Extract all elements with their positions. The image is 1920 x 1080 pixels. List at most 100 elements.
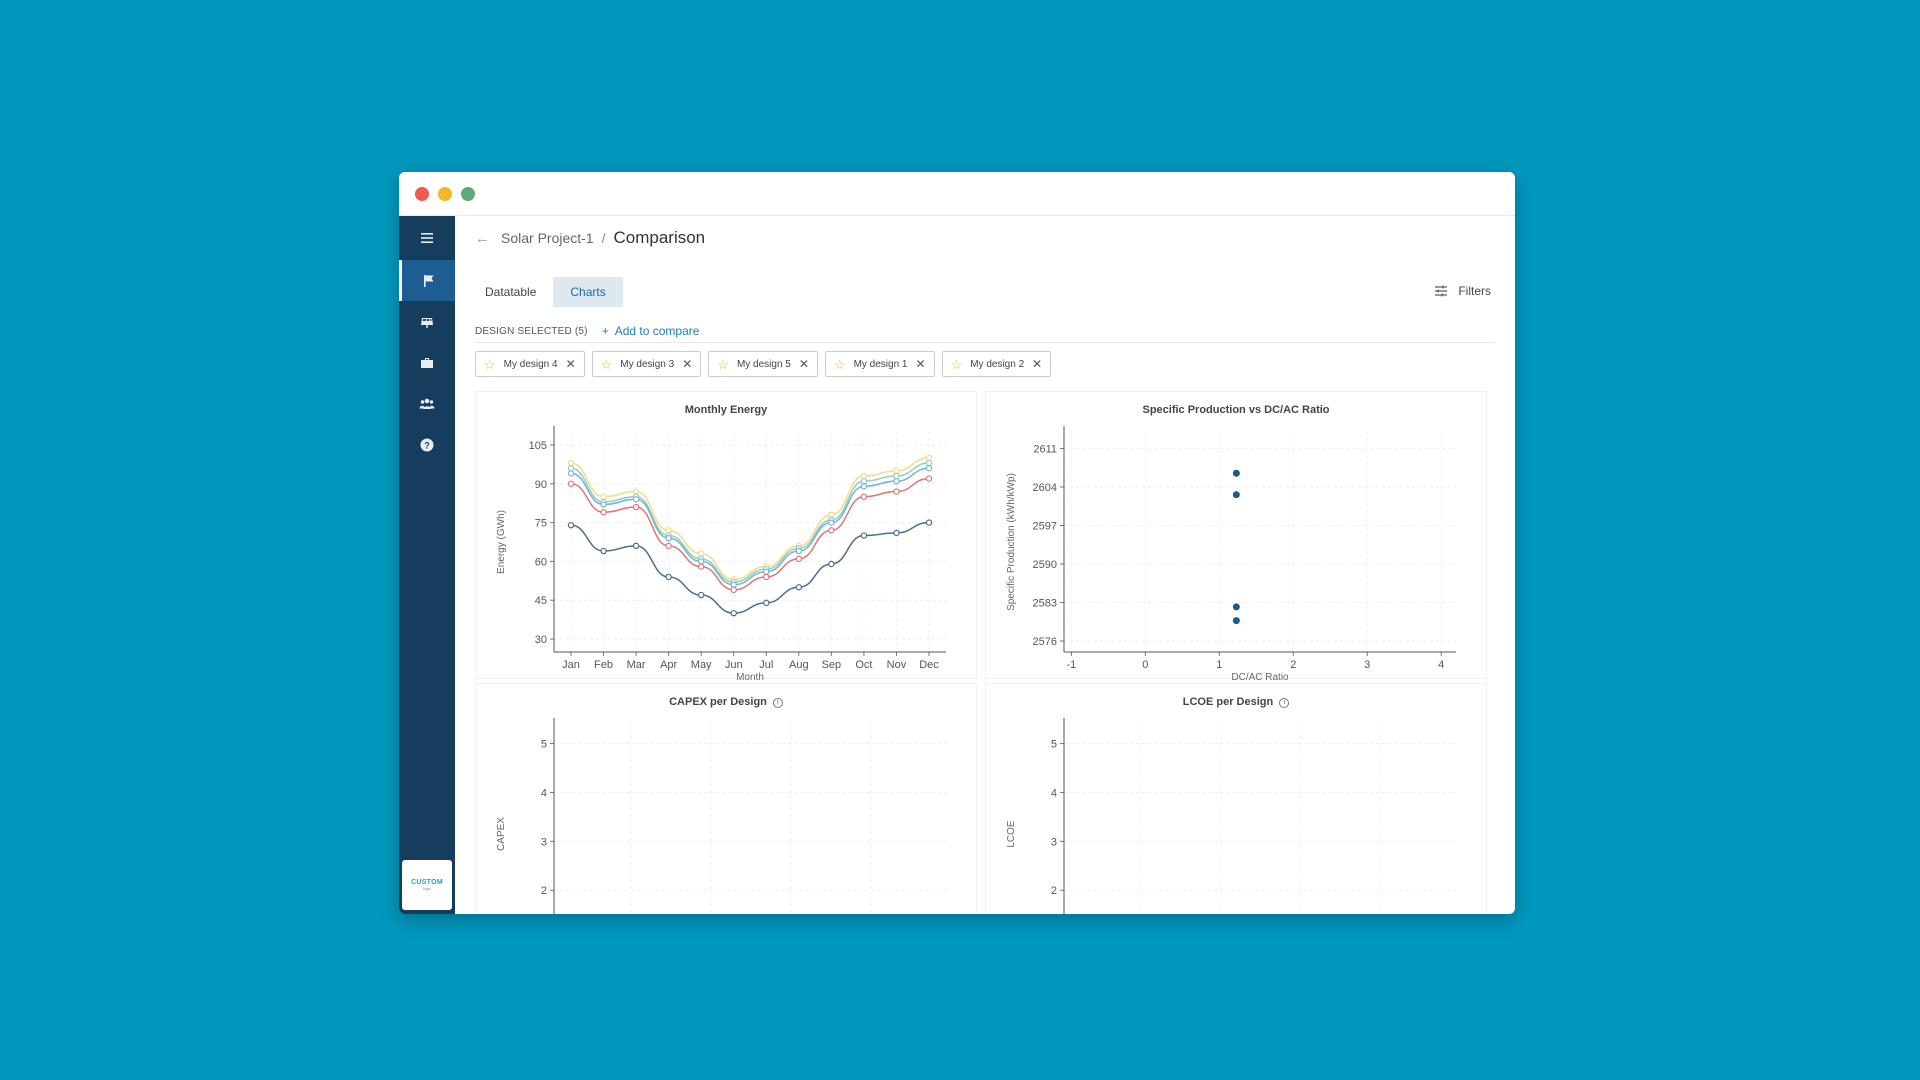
sidebar-item-help[interactable]: ?	[399, 424, 455, 465]
data-point	[925, 459, 933, 467]
breadcrumb-parent-link[interactable]: Solar Project-1	[501, 230, 594, 246]
x-tick-label: Apr	[660, 659, 677, 671]
tab-datatable[interactable]: Datatable	[468, 277, 554, 307]
scatter-point	[1232, 469, 1240, 477]
x-tick-label: Dec	[919, 659, 939, 671]
x-tick-label: 0	[1142, 659, 1148, 671]
design-chip[interactable]: ☆ My design 1 ✕	[824, 351, 935, 377]
chart-title: CAPEX per Design i	[476, 696, 976, 708]
scatter-point	[1232, 603, 1240, 611]
x-tick-label: 2	[1290, 659, 1296, 671]
design-chip-label: My design 2	[970, 358, 1025, 370]
data-point	[763, 573, 770, 581]
star-icon[interactable]: ☆	[600, 356, 613, 372]
data-point	[697, 591, 705, 599]
sidebar-item-portfolio[interactable]	[399, 342, 455, 383]
maximize-window-button[interactable]	[461, 187, 475, 201]
data-point	[567, 521, 575, 529]
x-tick-label: 1	[1216, 659, 1222, 671]
x-tick-label: Jul	[759, 659, 773, 671]
data-point	[893, 467, 900, 475]
data-point	[665, 534, 672, 542]
data-point	[828, 560, 835, 568]
chart-title: Monthly Energy	[684, 404, 768, 416]
design-chip[interactable]: ☆ My design 4 ✕	[475, 351, 585, 377]
title-bar	[399, 172, 1515, 216]
data-point	[795, 555, 803, 563]
sidebar: ? CUSTOM logo	[399, 216, 455, 914]
sidebar-item-projects[interactable]	[399, 260, 455, 301]
data-point	[600, 493, 607, 500]
data-point	[860, 477, 868, 485]
y-tick-label: 5	[541, 739, 547, 751]
x-tick-label: 3	[1364, 659, 1370, 671]
design-chip[interactable]: ☆ My design 3 ✕	[591, 351, 702, 377]
x-axis-label: Month	[736, 672, 764, 680]
star-icon[interactable]: ☆	[717, 356, 729, 372]
sidebar-item-designs[interactable]	[399, 301, 455, 342]
star-icon[interactable]: ☆	[833, 356, 846, 372]
x-tick-label: Aug	[789, 659, 809, 671]
y-tick-label: 2597	[1033, 521, 1057, 533]
data-point	[860, 472, 868, 480]
y-tick-label: 2	[541, 885, 547, 897]
x-tick-label: Feb	[594, 659, 613, 671]
info-icon[interactable]: i	[772, 698, 783, 708]
data-point	[828, 527, 835, 534]
x-tick-label: Oct	[855, 659, 872, 671]
divider	[475, 342, 1495, 343]
y-tick-label: 2576	[1033, 636, 1057, 648]
x-tick-label: May	[691, 659, 712, 671]
sidebar-item-team[interactable]	[399, 383, 455, 424]
data-point	[600, 501, 607, 508]
hamburger-menu-icon[interactable]	[399, 216, 455, 260]
add-to-compare-button[interactable]: + Add to compare	[602, 324, 700, 338]
design-chip[interactable]: ☆ My design 2 ✕	[941, 351, 1052, 377]
back-arrow-icon[interactable]: ←	[475, 229, 490, 247]
specific-production-plot: 2576 2583 2590 2597 2604 2611 Specific Product…	[1006, 426, 1456, 680]
star-icon[interactable]: ☆	[950, 356, 963, 372]
view-tabs: Datatable Charts	[468, 277, 623, 307]
star-icon[interactable]: ☆	[484, 356, 496, 372]
close-icon[interactable]: ✕	[798, 357, 809, 371]
design-chip-label: My design 3	[620, 358, 675, 370]
filters-button[interactable]: Filters	[1434, 284, 1491, 298]
close-window-button[interactable]	[415, 187, 429, 201]
data-point	[697, 558, 705, 565]
data-point	[567, 480, 575, 487]
tab-charts[interactable]: Charts	[553, 277, 623, 307]
y-tick-label: 105	[529, 440, 547, 452]
close-icon[interactable]: ✕	[565, 357, 576, 371]
x-axis-label: DC/AC Ratio	[1231, 672, 1289, 680]
data-point	[925, 519, 933, 526]
close-icon[interactable]: ✕	[1032, 357, 1043, 371]
data-point	[567, 470, 575, 477]
add-to-compare-label: Add to compare	[614, 324, 700, 338]
design-chip-label: My design 5	[736, 358, 791, 370]
y-tick-label: 5	[1051, 739, 1057, 751]
plus-icon: +	[601, 324, 609, 338]
data-point	[893, 488, 900, 495]
design-chip[interactable]: ☆ My design 5 ✕	[708, 351, 818, 377]
scatter-point	[1232, 491, 1240, 499]
data-point	[893, 472, 900, 480]
close-icon[interactable]: ✕	[682, 357, 693, 371]
data-point	[632, 503, 640, 511]
info-icon[interactable]: i	[1279, 698, 1290, 708]
design-chip-label: My design 4	[503, 358, 558, 370]
data-point	[567, 465, 575, 472]
breadcrumb-separator: /	[601, 230, 606, 246]
close-icon[interactable]: ✕	[915, 357, 926, 371]
series-line-4	[570, 521, 930, 614]
series-line-2	[570, 467, 930, 586]
data-point	[730, 586, 737, 594]
x-tick-label: -1	[1067, 659, 1077, 671]
main-content: ← Solar Project-1 / Comparison Datatable…	[455, 216, 1515, 914]
sliders-icon	[1435, 285, 1448, 297]
y-axis-label: Energy (GWh)	[496, 510, 507, 574]
data-point	[795, 547, 803, 555]
y-tick-label: 75	[535, 518, 547, 530]
minimize-window-button[interactable]	[438, 187, 452, 201]
